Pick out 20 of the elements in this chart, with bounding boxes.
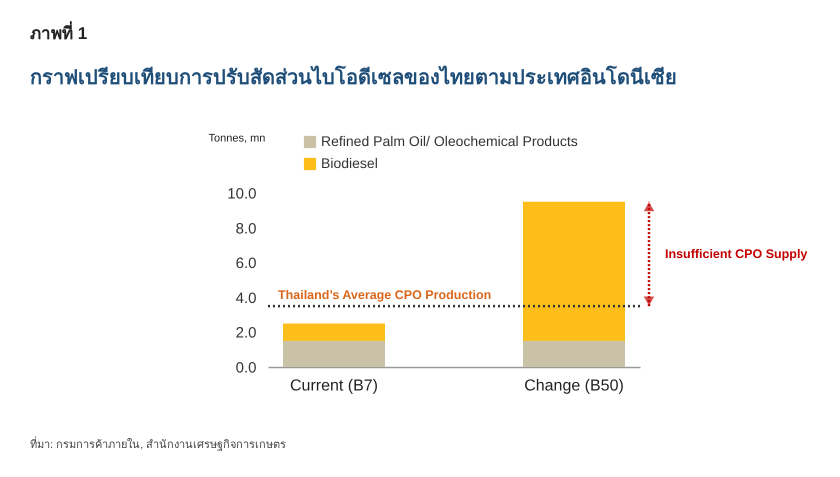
- text: Insufficient CPO Supply: [665, 246, 808, 261]
- y-tick-label: 8.0: [236, 220, 256, 238]
- bar: [283, 340, 385, 367]
- legend-label: Refined Palm Oil/ Oleochemical Products: [321, 133, 578, 149]
- text: ที่มา: กรมการค้าภายใน, สำนักงานเศรษฐกิจการเกษตร: [30, 436, 286, 451]
- bar: [523, 340, 625, 367]
- y-axis-title: Tonnes, mn: [208, 132, 266, 144]
- y-tick-label: 0.0: [236, 360, 256, 376]
- text: ภาพที่ 1: [30, 21, 88, 43]
- legend-label: Biodiesel: [321, 155, 378, 171]
- y-tick-label: 6.0: [236, 255, 256, 272]
- y-tick-label: 10.0: [227, 186, 256, 202]
- y-tick-label: 4.0: [236, 290, 256, 307]
- chart-subtitle: กราฟเปรียบเทียบการปรับสัดส่วนไบโอดีเซลของไทยตามประเทศอินโดนีเซีย: [30, 65, 677, 89]
- x-tick-label: Change (B50): [524, 378, 624, 394]
- y-tick-label: 2.0: [236, 324, 256, 342]
- bar: [523, 202, 625, 341]
- ref-line-label: Thailand’s Average CPO Production: [278, 288, 492, 302]
- bar: [283, 324, 385, 341]
- x-tick-label: Current (B7): [290, 378, 378, 394]
